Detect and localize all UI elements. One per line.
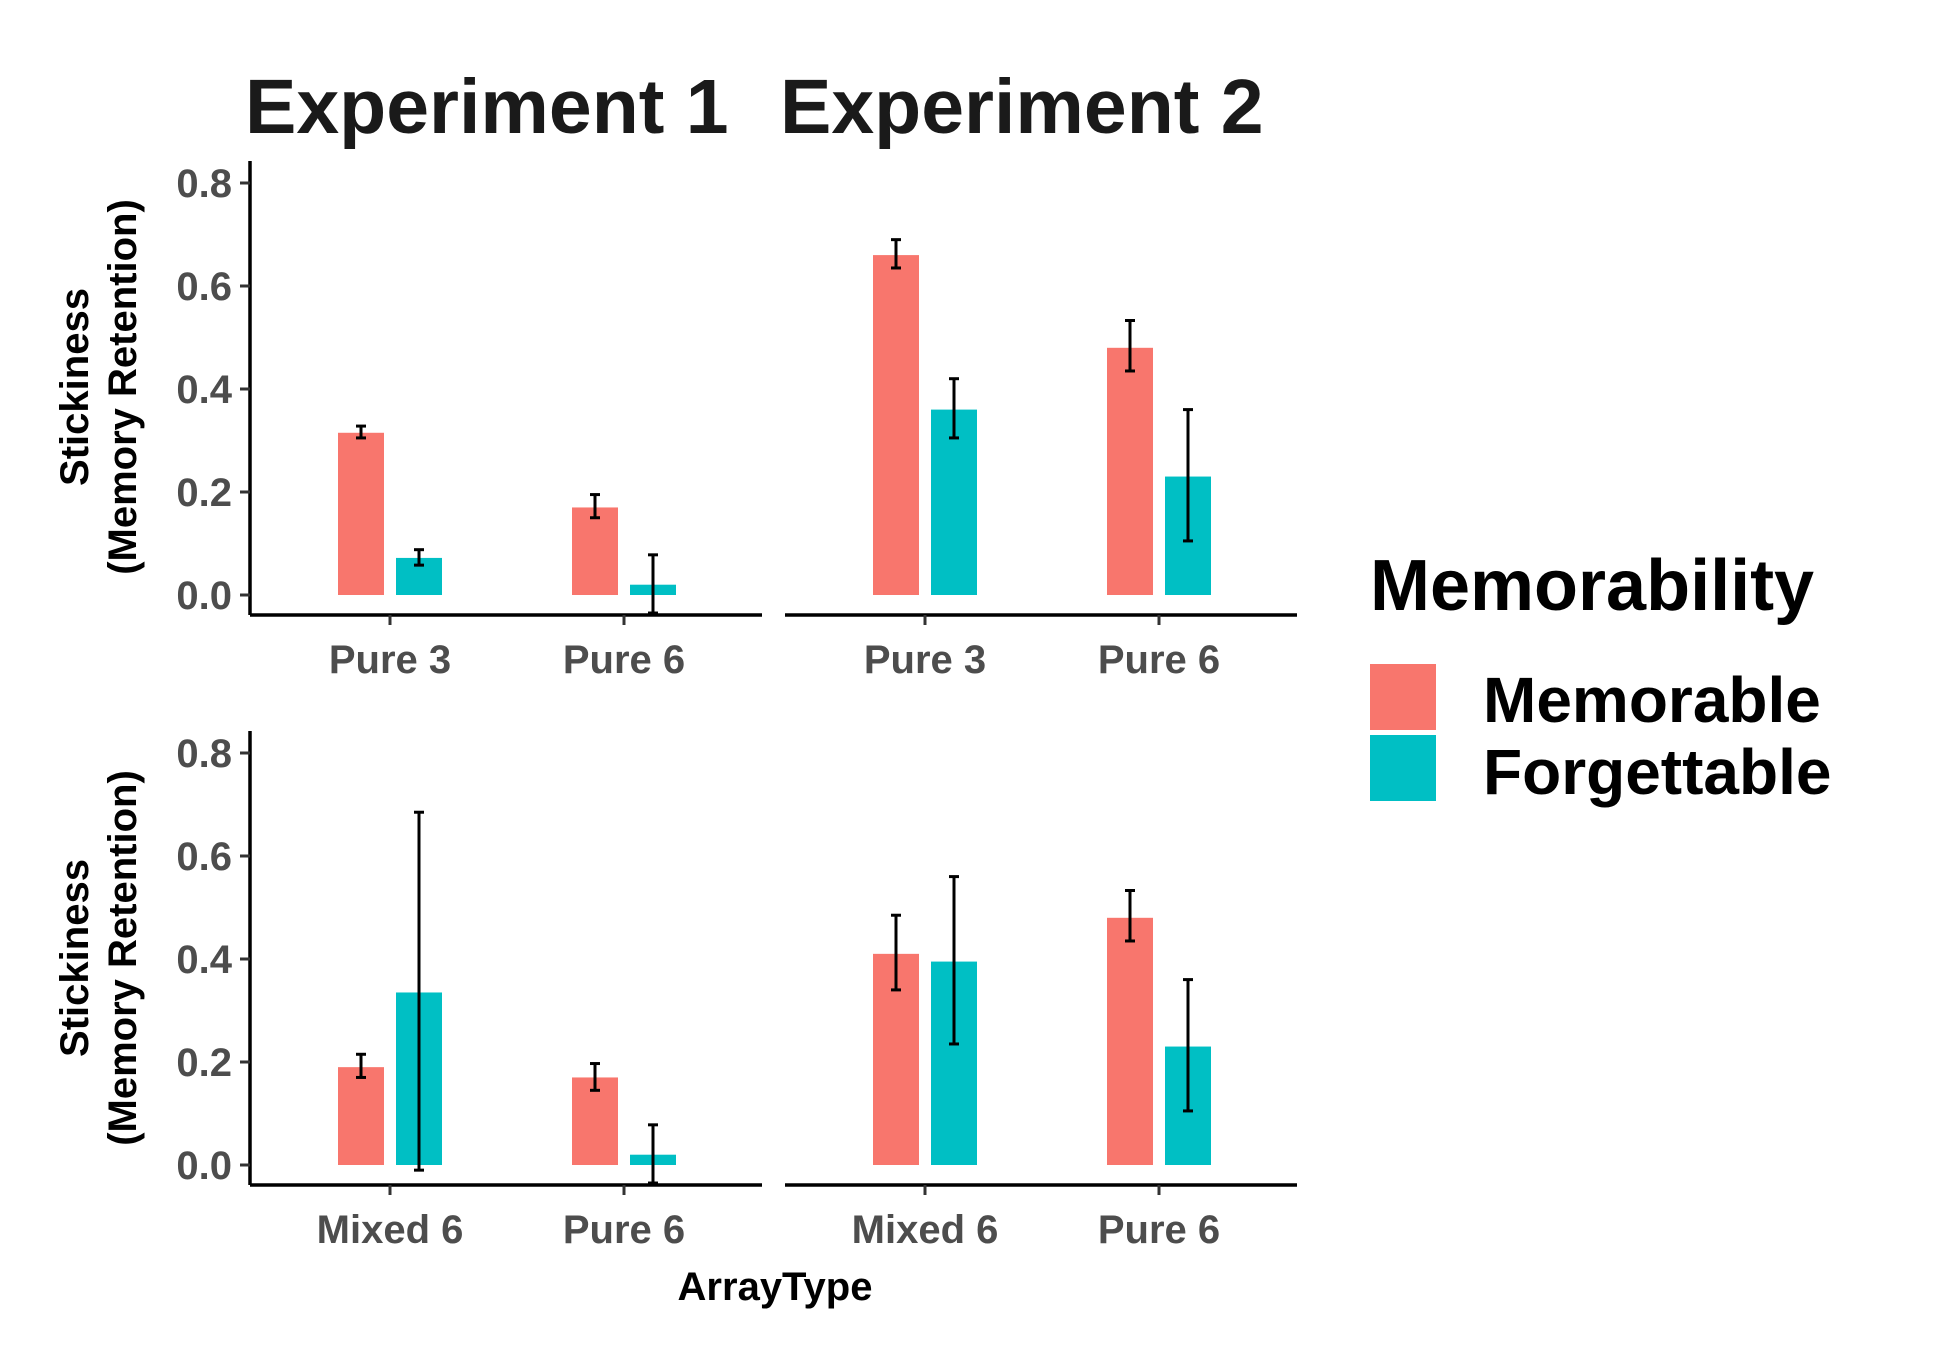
y-tick-label: 0.8 [176, 162, 232, 206]
x-tick-label: Pure 3 [329, 638, 451, 682]
panel-title-experiment-1: Experiment 1 [245, 64, 729, 150]
y-tick-label: 0.0 [176, 1144, 232, 1188]
x-tick-label: Pure 6 [1098, 1208, 1220, 1252]
y-tick-label: 0.6 [176, 265, 232, 309]
y-axis-title-line2: (Memory Retention) [101, 199, 145, 575]
x-axis-title: ArrayType [678, 1265, 873, 1309]
y-axis-title-line2: (Memory Retention) [101, 770, 145, 1146]
y-tick-label: 0.8 [176, 732, 232, 776]
legend: Memorability Memorable Forgettable [1370, 546, 1831, 808]
bar-memorable [1107, 347, 1153, 595]
y-tick-label: 0.6 [176, 835, 232, 879]
x-tick-label: Pure 3 [864, 638, 986, 682]
legend-title: Memorability [1370, 546, 1814, 626]
legend-label-memorable: Memorable [1483, 664, 1821, 736]
panel-title-experiment-2: Experiment 2 [780, 64, 1264, 150]
x-tick-label: Pure 6 [1098, 638, 1220, 682]
bar-forgettable [931, 409, 977, 595]
panel-4: Mixed 6 Pure 6 [785, 875, 1297, 1252]
bar-memorable [338, 432, 384, 595]
x-tick-label: Mixed 6 [852, 1208, 999, 1252]
x-tick-label: Mixed 6 [317, 1208, 464, 1252]
y-axis-title-line1: Stickiness [53, 288, 97, 486]
y-axis-title-top: Stickiness (Memory Retention) [53, 199, 145, 575]
bar-memorable [338, 1067, 384, 1165]
panel-1: 0.0 0.2 0.4 0.6 0.8 Pure 3 Pure 6 [176, 161, 762, 682]
bar-memorable [572, 507, 618, 595]
y-tick-label: 0.4 [176, 368, 232, 412]
y-tick-label: 0.2 [176, 471, 232, 515]
panel-3: 0.0 0.2 0.4 0.6 0.8 Mixed 6 Pure 6 [176, 731, 762, 1252]
panel-2: Pure 3 Pure 6 [785, 238, 1297, 682]
legend-swatch-memorable [1370, 664, 1436, 730]
x-tick-label: Pure 6 [563, 638, 685, 682]
y-axis-title-bottom: Stickiness (Memory Retention) [53, 770, 145, 1146]
y-tick-label: 0.2 [176, 1041, 232, 1085]
bar-memorable [873, 255, 919, 595]
bar-memorable [1107, 917, 1153, 1165]
y-axis-title-line1: Stickiness [53, 859, 97, 1057]
bar-memorable [572, 1077, 618, 1165]
y-tick-label: 0.4 [176, 938, 232, 982]
y-tick-label: 0.0 [176, 574, 232, 618]
legend-swatch-forgettable [1370, 735, 1436, 801]
x-tick-label: Pure 6 [563, 1208, 685, 1252]
legend-label-forgettable: Forgettable [1483, 736, 1831, 808]
